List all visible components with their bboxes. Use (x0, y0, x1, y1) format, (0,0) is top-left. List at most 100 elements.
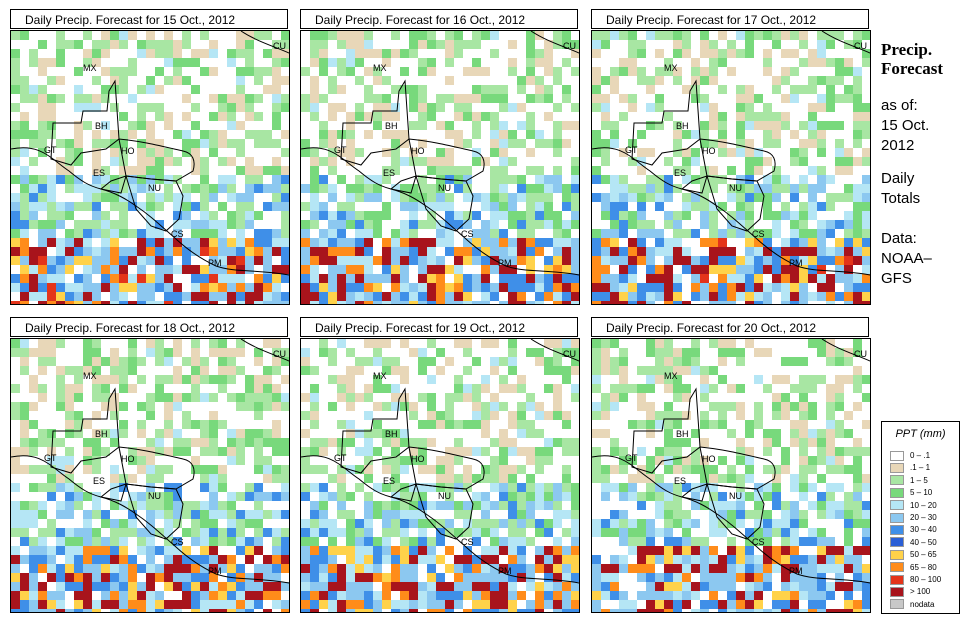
country-label: HO (702, 454, 716, 464)
border-line (699, 446, 776, 490)
country-label: GT (44, 145, 57, 155)
country-label: HO (411, 146, 425, 156)
legend-swatch (890, 524, 904, 535)
border-line (301, 455, 579, 584)
legend-item: 80 – 100 (890, 574, 941, 585)
country-label: ES (93, 476, 105, 486)
country-label: PM (498, 258, 512, 268)
border-line (408, 138, 485, 182)
border-line (706, 175, 765, 232)
country-label: GT (44, 453, 57, 463)
legend-swatch (890, 512, 904, 523)
data-source-block: Data: NOAA– GFS (881, 229, 965, 289)
border-line (118, 446, 195, 490)
country-label: MX (373, 371, 387, 381)
legend-label: 10 – 20 (910, 500, 937, 510)
border-line (240, 339, 289, 362)
precip-grid (11, 339, 289, 612)
legend-item: 10 – 20 (890, 500, 937, 511)
panel-title: Daily Precip. Forecast for 15 Oct., 2012 (10, 9, 288, 29)
country-label: MX (373, 63, 387, 73)
country-label: NU (148, 183, 161, 193)
country-label: HO (121, 454, 135, 464)
country-label: CS (171, 229, 184, 239)
legend-label: > 100 (910, 587, 931, 597)
border-line (415, 483, 474, 540)
precip-grid (592, 339, 870, 612)
country-label: MX (664, 371, 678, 381)
border-line (99, 483, 127, 502)
legend-label: 1 – 5 (910, 475, 928, 485)
precip-map: MX CU BH GT HO ES NU CS PM (300, 30, 580, 305)
legend-item: 5 – 10 (890, 487, 932, 498)
country-label: MX (83, 63, 97, 73)
country-label: GT (334, 145, 347, 155)
forecast-panel-6: Daily Precip. Forecast for 20 Oct., 2012… (591, 317, 871, 613)
map-canvas: MX CU BH GT HO ES NU CS PM (301, 339, 579, 612)
border-line (530, 31, 579, 54)
border-line (408, 446, 485, 490)
legend-item: 1 – 5 (890, 475, 928, 486)
side-title-line1: Precip. (881, 40, 933, 59)
border-line (821, 339, 870, 362)
border-line (99, 175, 127, 194)
country-label: PM (208, 566, 222, 576)
country-label: GT (334, 453, 347, 463)
border-line (125, 175, 184, 232)
legend-swatch (890, 586, 904, 597)
country-label: CU (273, 349, 286, 359)
country-label: CS (171, 537, 184, 547)
border-line (125, 483, 184, 540)
border-line (592, 147, 870, 276)
map-canvas: MX CU BH GT HO ES NU CS PM (11, 339, 289, 612)
country-label: CU (854, 349, 867, 359)
legend-label: .1 – 1 (910, 463, 931, 473)
border-line (530, 339, 579, 362)
border-line (680, 175, 708, 194)
legend-label: nodata (910, 599, 935, 609)
border-line (631, 387, 701, 474)
legend-item: nodata (890, 599, 934, 610)
legend-swatch (890, 599, 904, 610)
precip-map: MX CU BH GT HO ES NU CS PM (591, 30, 871, 305)
ppt-legend: PPT (mm) 0 – .1 .1 – 1 1 – 5 5 – 10 10 – 20 2… (881, 421, 960, 614)
panel-title: Daily Precip. Forecast for 18 Oct., 2012 (10, 317, 288, 337)
country-label: CU (854, 41, 867, 51)
legend-label: 40 – 50 (910, 537, 937, 547)
country-label: NU (438, 491, 451, 501)
legend-label: 0 – .1 (910, 451, 931, 460)
legend-label: 80 – 100 (910, 575, 942, 584)
country-label: ES (674, 476, 686, 486)
legend-label: 65 – 80 (910, 562, 937, 572)
border-line (340, 79, 410, 166)
country-label: BH (676, 429, 689, 439)
country-label: MX (83, 371, 97, 381)
daily-line2: Totals (881, 190, 921, 207)
data-line2: NOAA– (881, 250, 932, 267)
country-label: GT (625, 145, 638, 155)
precip-map: MX CU BH GT HO ES NU CS PM (10, 338, 290, 613)
forecast-panel-2: Daily Precip. Forecast for 16 Oct., 2012… (300, 9, 580, 305)
legend-label: 50 – 65 (910, 550, 937, 560)
asof-block: as of: 15 Oct. 2012 (881, 96, 965, 156)
data-line1: Data: (881, 230, 917, 247)
border-line (340, 387, 410, 474)
precip-map: MX CU BH GT HO ES NU CS PM (300, 338, 580, 613)
border-line (415, 175, 474, 232)
precip-grid (301, 31, 579, 304)
legend-item: .1 – 1 (890, 462, 930, 473)
panel-title: Daily Precip. Forecast for 17 Oct., 2012 (591, 9, 869, 29)
daily-totals-block: Daily Totals (881, 169, 965, 209)
country-label: NU (148, 491, 161, 501)
border-line (389, 483, 417, 502)
country-label: ES (674, 168, 686, 178)
border-line (50, 387, 120, 474)
border-line (631, 79, 701, 166)
country-label: HO (702, 146, 716, 156)
legend-swatch (890, 500, 904, 511)
panel-title: Daily Precip. Forecast for 16 Oct., 2012 (300, 9, 578, 29)
legend-swatch (890, 475, 904, 486)
side-title: Precip. Forecast (881, 40, 965, 78)
legend-swatch (890, 450, 904, 461)
border-line (11, 455, 289, 584)
